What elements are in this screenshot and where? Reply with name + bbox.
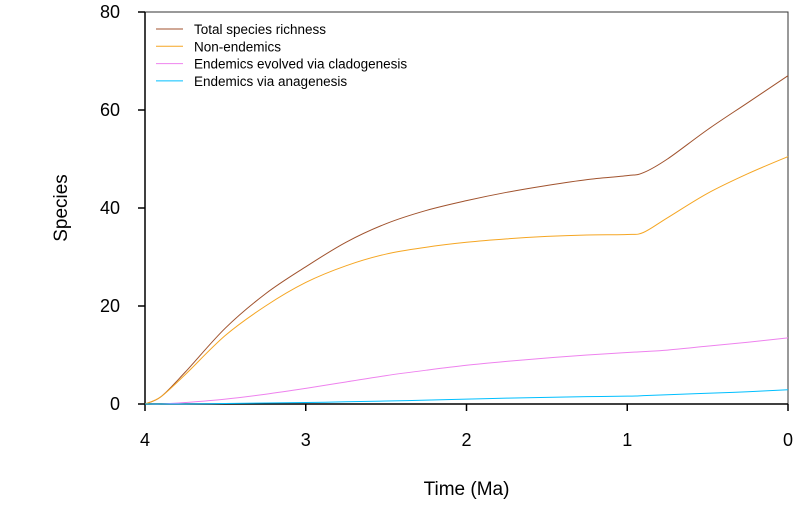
y-tick-label: 80 [100,2,120,22]
x-tick-label: 2 [461,430,471,450]
x-tick-label: 4 [140,430,150,450]
y-axis-title: Species [51,174,72,242]
x-tick-label: 0 [783,430,793,450]
series-line-3 [144,389,789,405]
y-axis: 0 20 40 60 80 [100,2,146,414]
y-tick-label: 0 [110,394,120,414]
legend-label-2: Endemics evolved via cladogenesis [194,57,407,72]
legend-label-1: Non-endemics [194,39,281,54]
x-axis: 4 3 2 1 0 [140,403,793,450]
series-layer [144,75,789,405]
legend-label-0: Total species richness [194,22,326,37]
legend-label-3: Endemics via anagenesis [194,74,347,89]
legend: Total species richness Non-endemics Endemi… [156,22,407,89]
y-tick-label: 60 [100,100,120,120]
y-tick-label: 20 [100,296,120,316]
series-line-0 [144,75,789,405]
series-line-1 [144,156,789,405]
x-tick-label: 3 [301,430,311,450]
y-tick-label: 40 [100,198,120,218]
x-axis-title: Time (Ma) [424,479,510,500]
x-tick-label: 1 [622,430,632,450]
series-line-2 [144,337,789,405]
